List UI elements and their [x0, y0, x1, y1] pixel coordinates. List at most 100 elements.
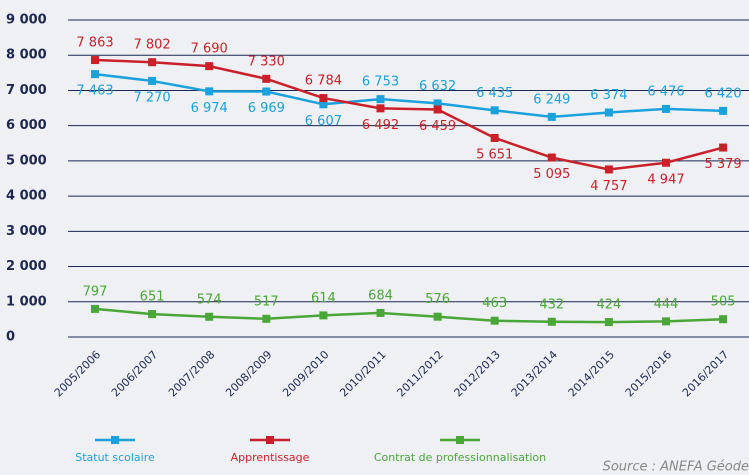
point: [91, 70, 99, 79]
point: [604, 108, 613, 117]
value-label: 614: [311, 291, 336, 306]
legend-marker: [111, 436, 119, 444]
point: [662, 158, 670, 167]
value-label: 7 270: [133, 90, 170, 105]
value-label: 7 863: [76, 36, 113, 51]
point: [376, 308, 385, 317]
y-tick-label: 6 000: [6, 118, 47, 133]
value-label: 444: [654, 297, 679, 312]
source: Source : ANEFA Géode: [603, 460, 749, 475]
value-label: 6 969: [248, 101, 285, 116]
value-label: 6 374: [590, 88, 627, 103]
point: [662, 104, 670, 113]
x-tick-label: 2015/2016: [623, 348, 674, 399]
point: [719, 315, 728, 324]
value-label: 6 249: [533, 92, 570, 107]
x-tick-label: 2014/2015: [566, 348, 617, 399]
value-label: 4 947: [647, 172, 684, 187]
point: [719, 143, 728, 152]
point: [490, 106, 499, 115]
x-tick-label: 2008/2009: [223, 348, 274, 399]
y-tick-label: 5 000: [6, 153, 47, 168]
value-label: 797: [83, 284, 108, 299]
y-tick-label: 1 000: [6, 294, 47, 309]
x-tick-label: 2009/2010: [280, 348, 331, 399]
value-label: 574: [197, 292, 222, 307]
value-label: 651: [140, 290, 165, 305]
series-line: [94, 72, 724, 119]
legend-label: Statut scolaire: [75, 451, 155, 464]
value-label: 6 753: [362, 75, 399, 90]
point: [148, 58, 157, 67]
y-tick-label: 9 000: [6, 13, 47, 28]
value-label: 6 492: [362, 118, 399, 133]
value-label: 432: [539, 297, 564, 312]
legend-label: Contrat de professionnalisation: [374, 451, 546, 464]
y-tick-label: 7 000: [6, 83, 47, 98]
x-tick-label: 2010/2011: [337, 348, 388, 399]
value-label: 684: [368, 288, 393, 303]
point: [490, 133, 499, 142]
value-label: 505: [711, 295, 736, 310]
point: [205, 312, 214, 321]
point: [148, 76, 157, 85]
value-label: 424: [596, 298, 621, 313]
point: [262, 314, 271, 323]
point: [433, 105, 442, 114]
point: [319, 94, 328, 103]
value-label: 517: [254, 294, 279, 309]
point: [91, 304, 99, 313]
value-label: 5 379: [704, 157, 741, 172]
y-tick-label: 2 000: [6, 259, 47, 274]
point: [490, 316, 499, 325]
point: [262, 87, 271, 96]
point: [148, 310, 157, 319]
point: [547, 112, 556, 121]
value-label: 7 690: [191, 42, 228, 57]
value-label: 5 095: [533, 167, 570, 182]
x-tick-label: 2011/2012: [394, 348, 445, 399]
value-label: 6 974: [191, 101, 228, 116]
value-label: 6 784: [305, 74, 342, 89]
x-tick-label: 2006/2007: [109, 348, 160, 399]
legend-marker: [456, 436, 464, 444]
value-label: 7 463: [76, 84, 113, 99]
value-label: 576: [425, 292, 450, 307]
value-label: 6 476: [647, 84, 684, 99]
value-label: 6 435: [476, 86, 513, 101]
point: [262, 74, 271, 83]
x-tick-label: 2005/2006: [52, 348, 103, 399]
point: [433, 312, 442, 321]
point: [205, 62, 214, 71]
point: [376, 104, 385, 113]
value-label: 6 632: [419, 79, 456, 94]
value-label: 7 330: [248, 54, 285, 69]
value-label: 4 757: [590, 179, 627, 194]
point: [604, 318, 613, 327]
value-label: 463: [482, 296, 507, 311]
point: [547, 153, 556, 162]
point: [662, 317, 670, 326]
value-label: 5 651: [476, 147, 513, 162]
y-tick-label: 8 000: [6, 48, 47, 63]
point: [376, 95, 385, 104]
point: [433, 99, 442, 108]
x-tick-label: 2007/2008: [166, 348, 217, 399]
value-label: 6 459: [419, 119, 456, 134]
point: [319, 100, 328, 109]
y-tick-label: 0: [6, 330, 15, 345]
legend-marker: [266, 436, 274, 444]
x-tick-label: 2016/2017: [680, 348, 731, 399]
series-line: [94, 58, 724, 171]
value-label: 6 420: [704, 86, 741, 101]
point: [604, 165, 613, 174]
x-tick-label: 2013/2014: [509, 348, 560, 399]
y-tick-label: 3 000: [6, 224, 47, 239]
y-tick-label: 4 000: [6, 189, 47, 204]
point: [719, 106, 728, 115]
series-line: [94, 307, 724, 324]
value-label: 7 802: [133, 38, 170, 53]
point: [91, 56, 99, 65]
value-label: 6 607: [305, 114, 342, 129]
